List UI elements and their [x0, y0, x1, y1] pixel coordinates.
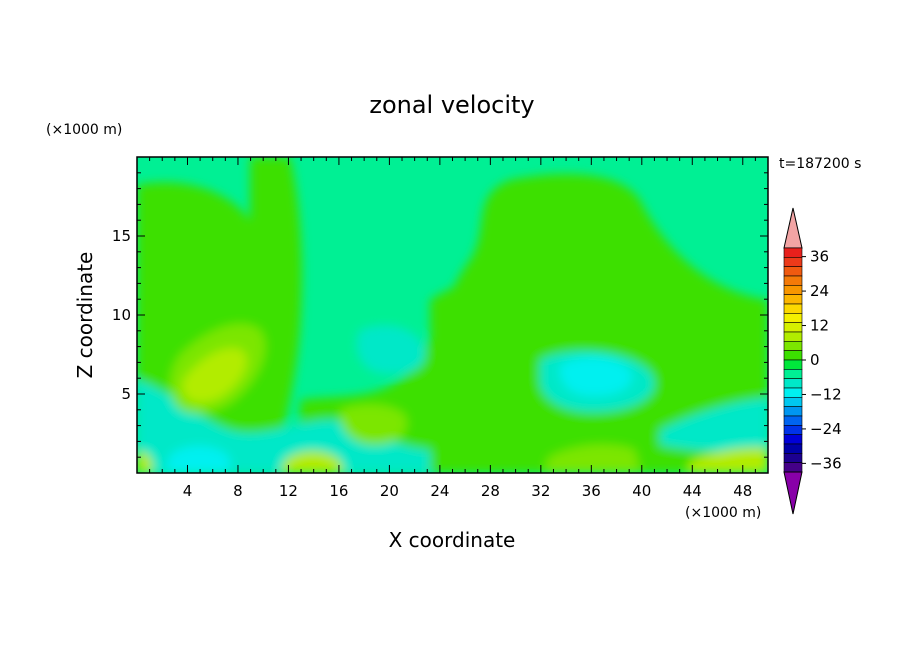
- colorbar-tick-label: −12: [810, 385, 842, 403]
- colorbar-cell: [783, 443, 803, 454]
- colorbar-cell: [783, 369, 803, 379]
- colorbar-cell: [783, 453, 803, 463]
- x-tick-label: 12: [279, 482, 298, 500]
- y-axis-label: Z coordinate: [73, 252, 97, 379]
- colorbar-tick-label: 24: [810, 282, 829, 300]
- colorbar-cell: [783, 303, 803, 314]
- colorbar-cell: [783, 425, 803, 435]
- time-label: t=187200 s: [779, 156, 861, 172]
- x-tick-label: 4: [183, 482, 193, 500]
- colorbar-tick-label: 12: [810, 317, 829, 335]
- colorbar-cell: [783, 359, 803, 370]
- x-tick-label: 24: [430, 482, 449, 500]
- y-unit-label: (×1000 m): [46, 122, 122, 138]
- colorbar-cell: [783, 322, 803, 333]
- colorbar-cell: [783, 247, 803, 258]
- y-tick-label: 5: [121, 385, 131, 403]
- colorbar: 36 24 12 0 −12 −24 −36: [783, 207, 842, 515]
- x-tick-label: 32: [531, 482, 550, 500]
- colorbar-top-extend: [783, 207, 803, 249]
- x-tick-label: 36: [582, 482, 601, 500]
- chart-title: zonal velocity: [369, 91, 534, 119]
- colorbar-cell: [783, 415, 803, 426]
- x-tick-label: 20: [380, 482, 399, 500]
- colorbar-cell: [783, 257, 803, 267]
- colorbar-cell: [783, 350, 803, 361]
- colorbar-tick-label: 0: [810, 351, 820, 369]
- x-axis-ticks: 4 8 12 16 20 24 28 32 36 40 44 48: [149, 157, 756, 500]
- y-axis-ticks: 5 10 15: [112, 172, 768, 458]
- colorbar-bottom-extend: [783, 471, 803, 515]
- colorbar-cell: [783, 397, 803, 407]
- colorbar-cell: [783, 462, 803, 473]
- x-axis-label: X coordinate: [389, 528, 516, 552]
- y-tick-label: 15: [112, 227, 131, 245]
- x-tick-label: 16: [329, 482, 348, 500]
- x-unit-label: (×1000 m): [685, 505, 761, 521]
- colorbar-tick-label: −36: [810, 454, 842, 472]
- x-tick-label: 28: [481, 482, 500, 500]
- contour-field: [137, 157, 768, 473]
- colorbar-cell: [783, 387, 803, 398]
- colorbar-cell: [783, 313, 803, 323]
- x-tick-label: 44: [683, 482, 702, 500]
- colorbar-cell: [783, 406, 803, 417]
- colorbar-cell: [783, 331, 803, 342]
- colorbar-cell: [783, 266, 803, 277]
- x-tick-label: 40: [632, 482, 651, 500]
- x-tick-label: 48: [733, 482, 752, 500]
- colorbar-cell: [783, 378, 803, 389]
- colorbar-cell: [783, 275, 803, 286]
- colorbar-tick-label: −24: [810, 420, 842, 438]
- x-tick-label: 8: [233, 482, 243, 500]
- colorbar-cell: [783, 341, 803, 351]
- colorbar-cell: [783, 434, 803, 445]
- colorbar-cell: [783, 294, 803, 305]
- y-tick-label: 10: [112, 306, 131, 324]
- colorbar-cell: [783, 285, 803, 295]
- colorbar-tick-label: 36: [810, 248, 829, 266]
